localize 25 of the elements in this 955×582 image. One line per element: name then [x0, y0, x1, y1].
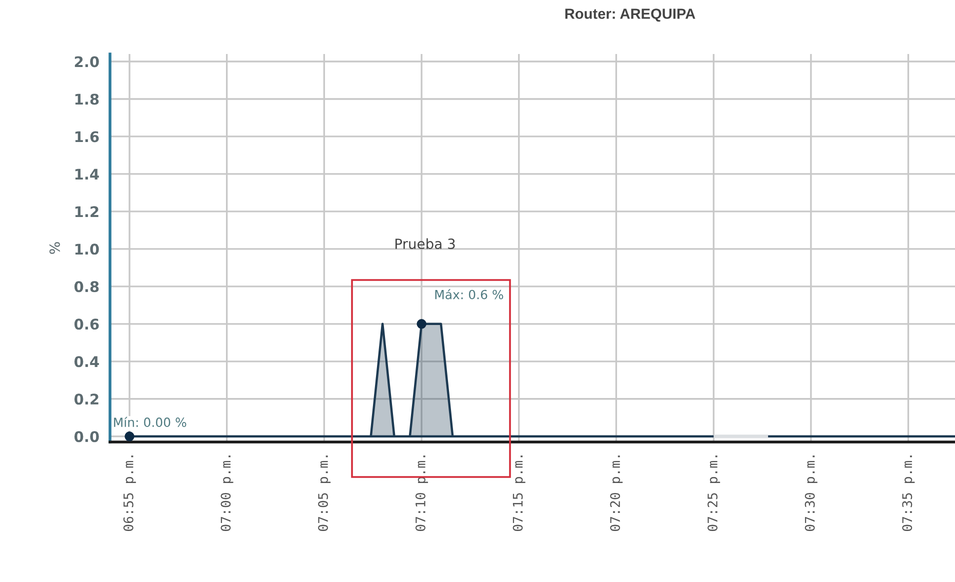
x-tick-label: 06:55 p.m.	[123, 456, 136, 531]
x-tick-label: 07:05 p.m.	[318, 456, 331, 531]
y-axis-title: %	[49, 242, 60, 254]
x-tick-label: 07:20 p.m.	[610, 456, 623, 531]
y-tick-label: 1.8	[75, 94, 99, 105]
y-tick-label: 0.0	[74, 431, 99, 442]
chart-title: Router: AREQUIPA	[565, 8, 696, 22]
x-tick-label: 07:35 p.m.	[902, 456, 915, 531]
y-tick-label: 2.0	[74, 56, 99, 68]
x-tick-label: 07:10 p.m.	[415, 456, 428, 531]
x-tick-label: 07:25 p.m.	[708, 456, 720, 531]
y-tick-label: 1.2	[75, 206, 98, 217]
x-tick-label: 07:15 p.m.	[512, 456, 526, 531]
x-tick-label: 07:30 p.m.	[804, 456, 818, 531]
y-tick-label: 0.4	[74, 356, 99, 368]
x-tick-label: 07:00 p.m.	[220, 456, 234, 531]
annotation: Máx: 0.6 %	[435, 289, 504, 300]
annotation: Mín: 0.00 %	[114, 416, 186, 428]
y-tick-label: 0.8	[74, 281, 99, 292]
y-tick-label: 1.4	[75, 168, 99, 180]
y-tick-label: 0.2	[74, 394, 98, 405]
y-tick-label: 1.0	[75, 244, 99, 255]
annotation: Prueba 3	[395, 238, 455, 250]
y-tick-label: 1.6	[75, 131, 99, 142]
y-tick-label: 0.6	[74, 318, 99, 330]
